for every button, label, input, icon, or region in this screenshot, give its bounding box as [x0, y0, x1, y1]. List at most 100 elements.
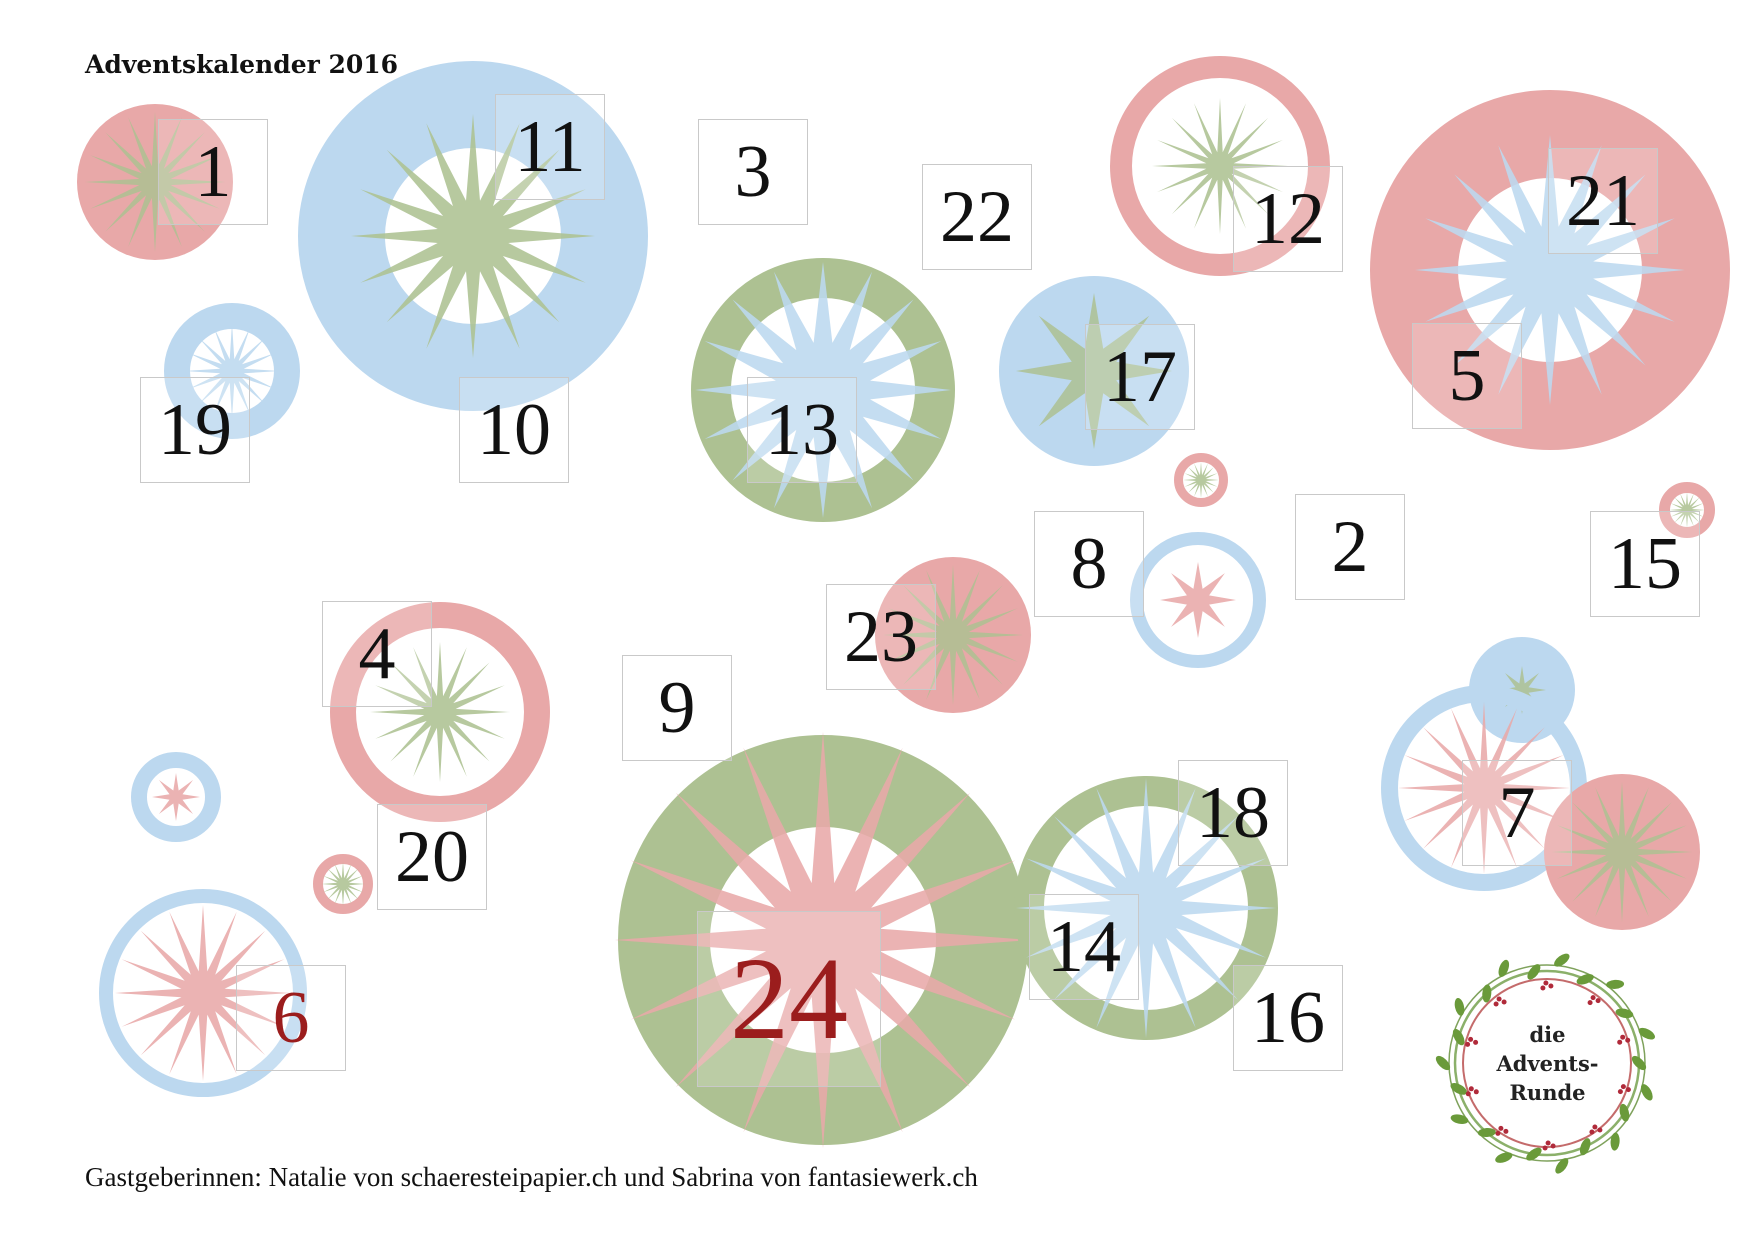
door-10[interactable]: 10	[459, 377, 569, 483]
ornament-star-icon	[695, 262, 951, 518]
leaf-icon	[1477, 1127, 1496, 1138]
berry-icon	[1473, 1039, 1479, 1045]
footer-credits: Gastgeberinnen: Natalie von schaeresteip…	[85, 1162, 978, 1192]
leaf-icon	[1619, 1103, 1630, 1122]
ornament-star-icon	[1669, 492, 1705, 528]
door-6[interactable]: 6	[236, 965, 346, 1071]
ornament-star-icon	[351, 114, 595, 358]
door-18[interactable]: 18	[1178, 760, 1288, 866]
ornament	[1544, 774, 1700, 930]
berry-icon	[1468, 1086, 1474, 1092]
berry-icon	[1597, 1127, 1603, 1133]
ornament-ring	[313, 854, 373, 914]
leaf-icon	[1606, 979, 1625, 989]
ornament-star-icon	[1415, 135, 1685, 405]
berry-icon	[1620, 1084, 1626, 1090]
berry-icon	[1498, 1125, 1504, 1131]
ornament	[1659, 482, 1715, 538]
leaf-icon	[1638, 1027, 1655, 1040]
door-16[interactable]: 16	[1233, 965, 1343, 1071]
leaf-icon	[1452, 1028, 1465, 1046]
ornament-star-icon	[152, 773, 200, 821]
berry-icon	[1468, 1036, 1474, 1042]
berry-icon	[1496, 996, 1502, 1002]
door-14[interactable]: 14	[1029, 894, 1139, 1000]
ornament-ring	[298, 61, 648, 411]
leaf-icon	[1554, 953, 1570, 967]
leaf-icon	[1435, 1055, 1451, 1071]
door-1[interactable]: 1	[158, 119, 268, 225]
advents-runde-logo: die Advents- Runde	[1425, 945, 1670, 1175]
ornament-star-icon	[115, 905, 291, 1081]
ornament-ring	[99, 889, 307, 1097]
door-11[interactable]: 11	[495, 94, 605, 200]
leaf-icon	[1482, 984, 1492, 1003]
door-5[interactable]: 5	[1412, 323, 1522, 429]
ornament-star-icon	[184, 323, 280, 419]
berry-icon	[1625, 1037, 1631, 1043]
door-2[interactable]: 2	[1295, 494, 1405, 600]
berry-icon	[1503, 1128, 1509, 1134]
ornament-star-icon	[883, 565, 1023, 705]
ornament-star-icon	[1183, 462, 1219, 498]
berry-icon	[1587, 1000, 1593, 1006]
leaf-icon	[1576, 974, 1594, 985]
berry-icon	[1595, 998, 1601, 1004]
berry-icon	[1548, 983, 1554, 989]
door-22[interactable]: 22	[922, 164, 1032, 270]
leaf-icon	[1498, 959, 1510, 977]
berry-icon	[1542, 1145, 1548, 1151]
logo-text-line1: die	[1529, 1022, 1566, 1047]
ornament-ring	[1174, 453, 1228, 507]
door-4[interactable]: 4	[322, 601, 432, 707]
door-15[interactable]: 15	[1590, 511, 1700, 617]
ornament	[298, 61, 648, 411]
berry-icon	[1590, 995, 1596, 1001]
ornament-star-icon	[1016, 778, 1276, 1038]
ornament-ring	[131, 752, 221, 842]
ornament	[330, 602, 550, 822]
ornament	[99, 889, 307, 1097]
door-3[interactable]: 3	[698, 119, 808, 225]
ornament-star-icon	[615, 732, 1031, 1148]
leaf-icon	[1526, 1147, 1542, 1161]
door-24[interactable]: 24	[697, 911, 881, 1087]
door-23[interactable]: 23	[826, 584, 936, 690]
berry-icon	[1625, 1087, 1631, 1093]
door-21[interactable]: 21	[1548, 148, 1658, 254]
wreath-ring	[1448, 964, 1646, 1162]
ornament	[131, 752, 221, 842]
ornament-star-icon	[1016, 293, 1172, 449]
door-12[interactable]: 12	[1233, 166, 1343, 272]
door-20[interactable]: 20	[377, 804, 487, 910]
leaf-icon	[1527, 964, 1541, 980]
door-19[interactable]: 19	[140, 377, 250, 483]
berry-icon	[1465, 1091, 1471, 1097]
leaf-icon	[1640, 1084, 1653, 1101]
leaf-icon	[1631, 1055, 1647, 1071]
wreath-icon	[1435, 953, 1655, 1174]
ornament-star-icon	[85, 112, 225, 252]
door-8[interactable]: 8	[1034, 511, 1144, 617]
leaf-icon	[1615, 1008, 1634, 1019]
ornament-ring	[164, 303, 300, 439]
leaf-icon	[1495, 1152, 1513, 1163]
leaf-icon	[1450, 1114, 1469, 1124]
ornament	[164, 303, 300, 439]
door-13[interactable]: 13	[747, 377, 857, 483]
door-17[interactable]: 17	[1085, 324, 1195, 430]
door-9[interactable]: 9	[622, 655, 732, 761]
berry-icon	[1465, 1041, 1471, 1047]
leaf-icon	[1610, 1132, 1620, 1151]
berry-icon	[1473, 1089, 1479, 1095]
berry-icon	[1543, 980, 1549, 986]
ornament-star-icon	[1398, 702, 1570, 874]
berry-icon	[1592, 1124, 1598, 1130]
door-7[interactable]: 7	[1462, 760, 1572, 866]
ornament-ring	[1659, 482, 1715, 538]
berry-icon	[1617, 1039, 1623, 1045]
ornament-star-icon	[370, 642, 510, 782]
ornament	[77, 104, 233, 260]
ornament	[615, 732, 1031, 1148]
